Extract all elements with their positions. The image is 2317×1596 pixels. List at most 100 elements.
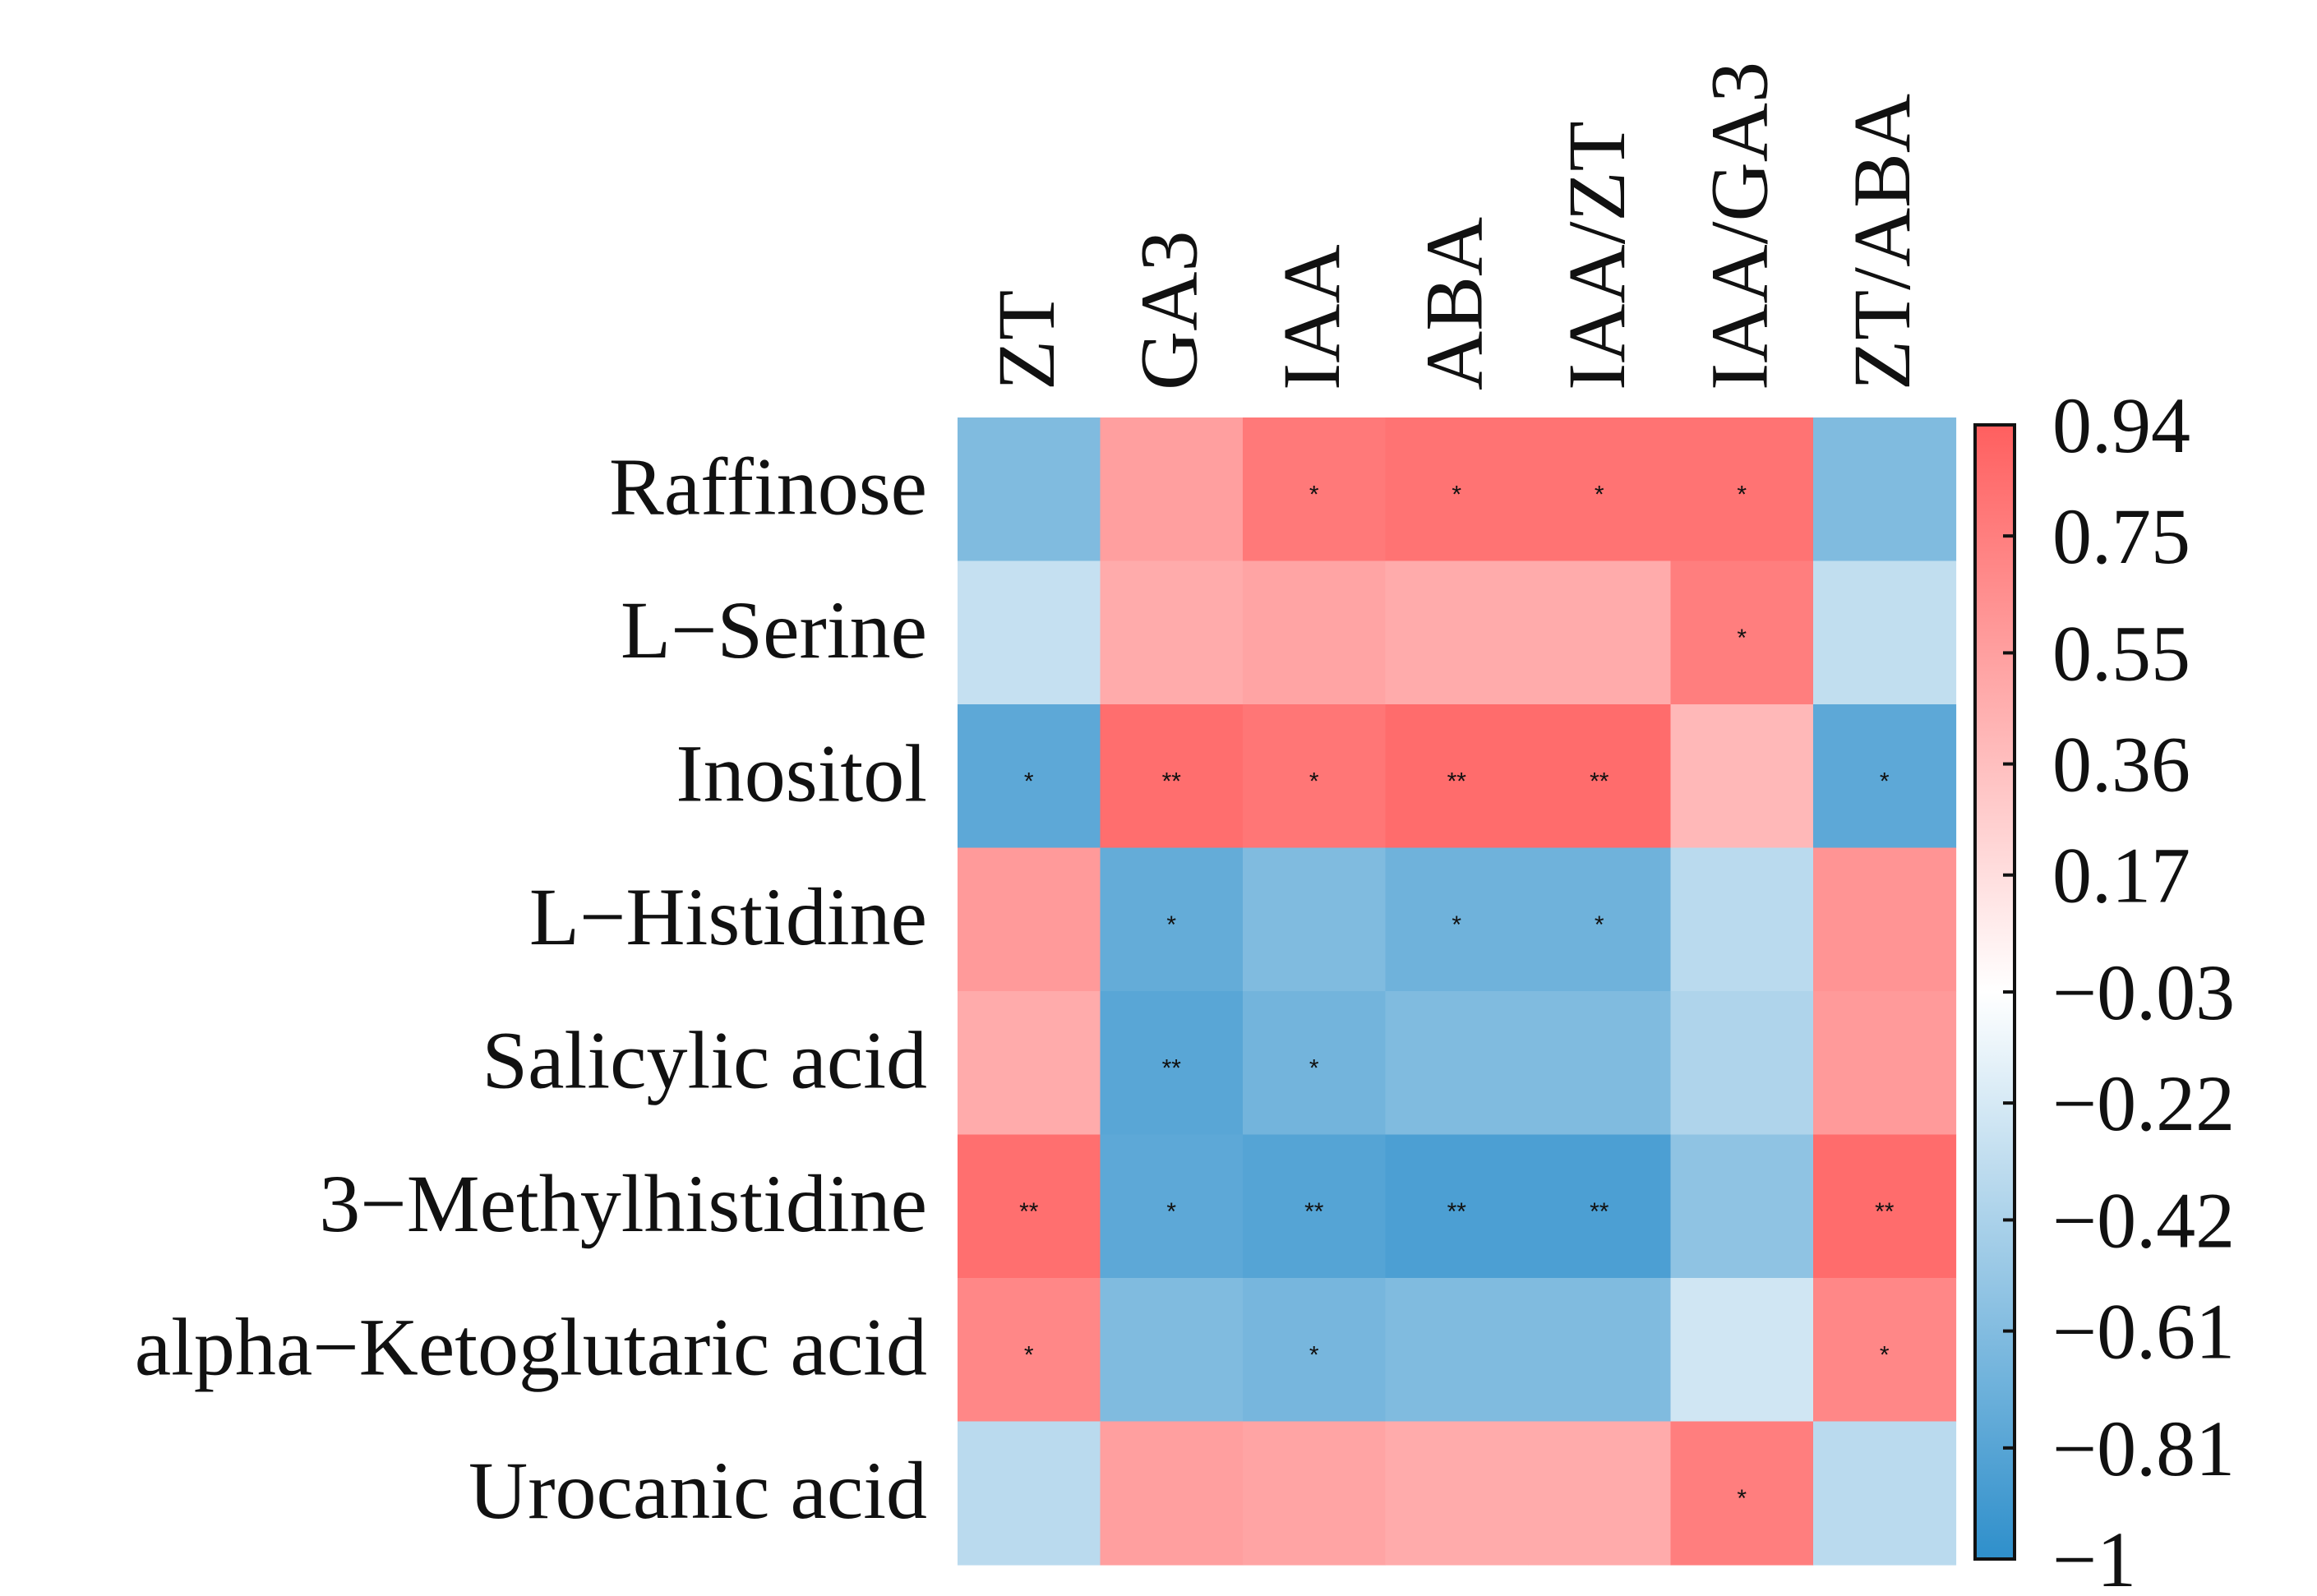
significance-marker: * <box>1737 625 1747 652</box>
heatmap-cell <box>1385 560 1529 705</box>
colorbar-tick-label: 0.55 <box>2052 609 2190 697</box>
heatmap-cell <box>1100 1134 1244 1279</box>
significance-markers: * * * *** ** * ** ** ** * *** *** * ** ** ** *** * ** <box>1019 481 1895 1512</box>
heatmap-cell <box>1243 560 1387 705</box>
heatmap-cell <box>1100 704 1244 849</box>
heatmap-cell <box>1528 1421 1672 1566</box>
heatmap-cell <box>1243 1278 1387 1423</box>
colorbar-tick-label: 0.94 <box>2052 381 2190 469</box>
significance-marker: ** <box>1590 1198 1609 1225</box>
significance-marker: ** <box>1875 1198 1895 1225</box>
colorbar-tick-label: 0.36 <box>2052 721 2190 809</box>
significance-marker: ** <box>1447 1198 1467 1225</box>
heatmap-cell <box>1528 417 1672 562</box>
heatmap-cell <box>1100 1278 1244 1423</box>
heatmap-cell <box>1528 704 1672 849</box>
heatmap-cell <box>1243 704 1387 849</box>
row-label: Inositol <box>676 727 927 819</box>
colorbar-tick-label: 0.75 <box>2052 492 2190 580</box>
significance-marker: * <box>1452 911 1461 939</box>
heatmap-cell <box>1670 704 1814 849</box>
colorbar-tick-label: 0.17 <box>2052 832 2190 920</box>
column-labels: ZT GA3 IAA ABA IAA/ZT IAA/GA3 ZT/ABA <box>981 62 1927 390</box>
significance-marker: * <box>1309 1054 1319 1082</box>
heatmap-cell <box>1670 1134 1814 1279</box>
row-label: alpha−Ketoglutaric acid <box>135 1301 927 1392</box>
heatmap-cell <box>1813 1421 1957 1566</box>
heatmap-cell <box>1385 417 1529 562</box>
heatmap-cell <box>1385 847 1529 992</box>
colorbar: 0.94 0.75 0.55 0.36 0.17 −0.03 −0.22 −0.42 −0.61… <box>1973 381 2235 1596</box>
significance-marker: * <box>1595 481 1604 508</box>
heatmap-cells <box>958 417 1957 1566</box>
heatmap-cell <box>1100 417 1244 562</box>
significance-marker: ** <box>1162 768 1182 795</box>
significance-marker: * <box>1880 1341 1890 1368</box>
significance-marker: ** <box>1019 1198 1039 1225</box>
heatmap-cell <box>1100 847 1244 992</box>
heatmap-cell <box>958 991 1101 1136</box>
row-label: L−Histidine <box>529 871 927 962</box>
significance-marker: * <box>1024 1341 1034 1368</box>
significance-marker: ** <box>1590 768 1609 795</box>
significance-marker: * <box>1737 1485 1747 1512</box>
row-label: Urocanic acid <box>468 1445 927 1536</box>
significance-marker: * <box>1166 911 1176 939</box>
column-label: IAA/GA3 <box>1693 62 1784 390</box>
heatmap-cell <box>1813 1134 1957 1279</box>
heatmap-cell <box>1100 1421 1244 1566</box>
heatmap-cell <box>1528 991 1672 1136</box>
heatmap-cell <box>958 704 1101 849</box>
heatmap-cell <box>1670 847 1814 992</box>
heatmap-cell <box>1243 991 1387 1136</box>
colorbar-tick-label: −0.42 <box>2052 1176 2235 1264</box>
significance-marker: ** <box>1162 1054 1182 1082</box>
colorbar-tick-label: −0.22 <box>2052 1059 2235 1147</box>
heatmap-cell <box>1243 1134 1387 1279</box>
row-label: L−Serine <box>621 584 927 676</box>
heatmap-cell <box>1528 560 1672 705</box>
heatmap-cell <box>1243 1421 1387 1566</box>
row-labels: Raffinose L−Serine Inositol L−Histidine Sali… <box>135 441 927 1536</box>
significance-marker: * <box>1309 481 1319 508</box>
significance-marker: * <box>1309 768 1319 795</box>
heatmap-cell <box>1813 847 1957 992</box>
row-label: Raffinose <box>609 441 927 532</box>
heatmap-cell <box>1670 991 1814 1136</box>
column-label: ZT <box>981 290 1072 390</box>
column-label: IAA <box>1266 244 1357 390</box>
colorbar-ticks: 0.94 0.75 0.55 0.36 0.17 −0.03 −0.22 −0.42 −0.61… <box>2003 381 2235 1596</box>
colorbar-tick-label: −0.61 <box>2052 1288 2235 1376</box>
heatmap-cell <box>1528 847 1672 992</box>
significance-marker: * <box>1309 1341 1319 1368</box>
heatmap-cell <box>1813 560 1957 705</box>
heatmap-cell <box>1528 1278 1672 1423</box>
colorbar-tick-label: −0.03 <box>2052 948 2235 1036</box>
row-label: Salicylic acid <box>482 1014 927 1105</box>
heatmap-cell <box>958 417 1101 562</box>
column-label: ABA <box>1408 217 1499 390</box>
heatmap-cell <box>1670 417 1814 562</box>
heatmap-cell <box>1100 991 1244 1136</box>
heatmap-cell <box>1670 1421 1814 1566</box>
significance-marker: * <box>1595 911 1604 939</box>
significance-marker: ** <box>1304 1198 1324 1225</box>
heatmap-cell <box>1243 847 1387 992</box>
heatmap-cell <box>1670 1278 1814 1423</box>
significance-marker: * <box>1452 481 1461 508</box>
heatmap-cell <box>1813 1278 1957 1423</box>
heatmap-cell <box>1385 1278 1529 1423</box>
row-label: 3−Methylhistidine <box>319 1158 927 1249</box>
column-label: ZT/ABA <box>1836 94 1927 390</box>
heatmap-cell <box>1385 704 1529 849</box>
heatmap-cell <box>958 1421 1101 1566</box>
colorbar-tick-label: −0.81 <box>2052 1405 2235 1492</box>
heatmap-cell <box>958 560 1101 705</box>
heatmap-cell <box>958 1134 1101 1279</box>
heatmap-cell <box>958 847 1101 992</box>
significance-marker: * <box>1737 481 1747 508</box>
heatmap-cell <box>1813 417 1957 562</box>
heatmap-cell <box>1385 1134 1529 1279</box>
heatmap-cell <box>1385 1421 1529 1566</box>
